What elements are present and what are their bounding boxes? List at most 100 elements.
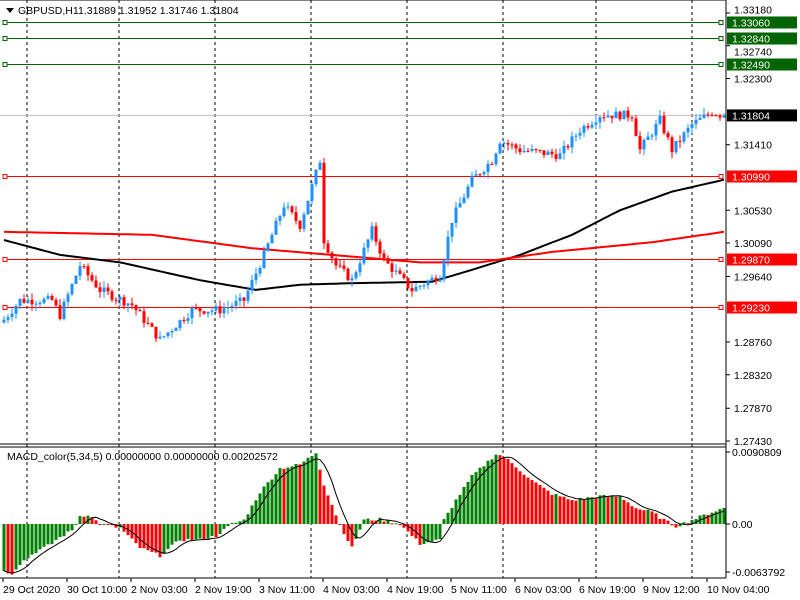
candle-body [502,142,506,144]
macd-bar [194,524,198,540]
candle-body [226,307,230,309]
time-axis[interactable]: 29 Oct 2020 30 Oct 10:00 2 Nov 03:00 2 Nov … [2,578,770,596]
macd-bar [366,518,370,524]
triangle-down-icon[interactable] [6,8,14,13]
macd-bar [614,496,618,524]
time-tick-label: 6 Nov 19:00 [579,584,636,596]
candle-body [282,207,286,217]
candle-body [690,124,694,128]
level-handle[interactable] [718,305,724,310]
candle-body [710,114,714,116]
level-handle[interactable] [718,174,724,179]
candle-body [130,303,134,306]
macd-bar [50,524,54,545]
candle-body [358,263,362,273]
level-handle[interactable] [2,36,8,41]
candle-body [586,126,590,128]
candle-body [654,123,658,136]
macd-bar [350,524,354,547]
candle-body [314,169,318,185]
macd-bar [686,523,690,525]
macd-bar [578,498,582,524]
price-tick-label: 1.27870 [734,403,772,415]
candle-body [510,144,514,146]
candle-body [146,322,150,324]
candle-body [50,295,54,300]
candle-body [442,260,446,280]
candle-body [626,110,630,118]
macd-bar [554,494,558,524]
candle-body [606,115,610,118]
candle-body [410,287,414,292]
macd-bar [406,524,410,532]
candle-body [158,336,162,339]
candle-body [86,266,90,276]
candle-body [14,305,18,314]
macd-bar [142,524,146,549]
candle-body [210,310,214,312]
macd-bar [354,524,358,539]
candle-body [318,162,322,170]
level-handle[interactable] [718,257,724,262]
macd-bar [690,520,694,524]
macd-bar [358,524,362,530]
macd-bar [278,468,282,524]
candle-body [46,295,50,299]
candle-body [622,110,626,120]
level-handle[interactable] [718,20,724,25]
macd-bar [702,514,706,524]
macd-bar [638,509,642,524]
macd-bar [646,509,650,524]
macd-bar [466,481,470,524]
level-handle[interactable] [2,257,8,262]
macd-bar [682,522,686,524]
macd-title: MACD_color(5,34,5) 0.00000000 0.00000000… [7,451,278,463]
candle-body [66,294,70,302]
macd-bar [398,524,402,526]
candle-body [698,117,702,120]
level-price-label: 1.32840 [732,34,770,46]
macd-bar [234,522,238,524]
macd-bar [114,524,118,528]
candle-body [634,118,638,137]
candle-body [202,311,206,314]
level-handle[interactable] [2,305,8,310]
macd-bar [590,497,594,524]
candle-body [702,114,706,118]
level-handle[interactable] [718,36,724,41]
level-handle[interactable] [2,62,8,67]
macd-bar [182,524,186,542]
macd-bar [462,486,466,524]
macd-bar [454,499,458,524]
current-price-label-bg [727,109,797,122]
macd-bar [622,500,626,524]
macd-bar [662,518,666,524]
macd-bar [306,457,310,524]
level-handle[interactable] [2,174,8,179]
macd-bar [506,458,510,524]
price-axis[interactable]: 1.33180 1.32740 1.32300 1.31410 1.30530 1.300… [726,5,797,580]
candle-body [58,305,62,319]
level-handle[interactable] [718,62,724,67]
candle-body [334,258,338,266]
candle-body [38,303,42,305]
candle-body [658,116,662,124]
candle-body [326,243,330,253]
macd-bar [694,519,698,524]
macd-bar [630,506,634,524]
macd-bar [674,524,678,528]
horizontal-levels[interactable] [0,20,726,310]
candle-body [106,287,110,292]
candle-body [142,311,146,323]
level-handle[interactable] [2,20,8,25]
macd-tick-label: -0.0063792 [732,567,785,579]
macd-bar [542,487,546,524]
chart-ohlc: 1.31889 1.31952 1.31746 1.31804 [78,5,239,17]
candle-body [134,305,138,311]
macd-bar [202,524,206,541]
macd-bar [162,524,166,554]
candle-body [262,250,266,268]
macd-bar [550,495,554,524]
candle-body [402,273,406,278]
